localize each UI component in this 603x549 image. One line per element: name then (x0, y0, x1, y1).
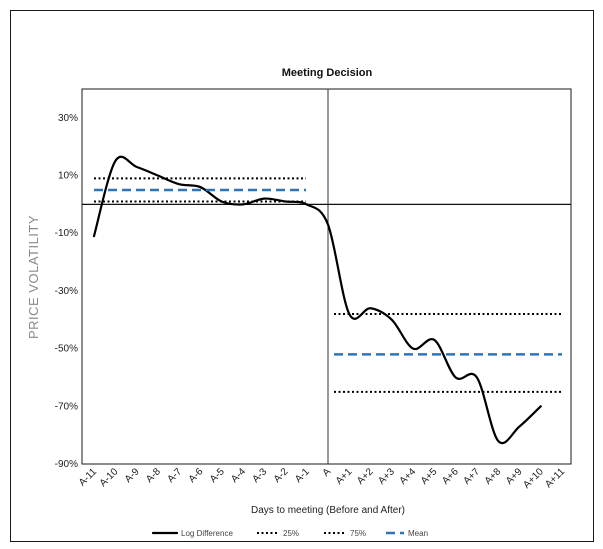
x-tick-label: A+11 (543, 466, 567, 490)
x-tick-label: A+3 (376, 466, 397, 487)
x-tick-label: A-7 (165, 466, 184, 485)
x-tick-label: A-6 (187, 466, 206, 485)
y-axis-ticks: 30% 10% -10% -30% -50% -70% -90% (55, 113, 78, 470)
y-tick-label: -50% (55, 344, 78, 355)
x-tick-label: A-10 (98, 466, 121, 489)
legend: Log Difference 25% 75% Mean (151, 529, 428, 538)
x-tick-label: A (321, 466, 334, 479)
x-tick-label: A-2 (272, 466, 291, 485)
x-tick-label: A+2 (355, 466, 376, 487)
x-tick-label: A-8 (144, 466, 163, 485)
x-tick-label: A+6 (440, 466, 461, 487)
x-tick-label: A-3 (251, 466, 270, 485)
y-tick-label: 30% (58, 113, 78, 124)
reference-lines (82, 89, 571, 464)
y-tick-label: -30% (55, 286, 78, 297)
x-tick-label: A-11 (77, 466, 99, 488)
chart-frame (10, 10, 594, 542)
x-tick-label: A+8 (483, 466, 504, 487)
y-tick-label: 10% (58, 171, 78, 182)
chart-title: Meeting Decision (282, 67, 373, 79)
x-axis-ticks: A-11A-10 A-9 A-8 A-7 A-6 A-5 A-4 A-3 A-2 A-1 A A+1 A… (77, 466, 568, 491)
x-tick-label: A+7 (461, 466, 482, 487)
series-line-log-difference (92, 155, 542, 445)
legend-label: Mean (408, 529, 428, 538)
x-tick-label: A-1 (293, 466, 312, 485)
x-axis-label: Days to meeting (Before and After) (251, 505, 405, 516)
y-tick-label: -90% (55, 459, 78, 470)
x-tick-label: A-9 (123, 466, 142, 485)
x-tick-label: A+5 (419, 466, 440, 487)
legend-label: 75% (350, 529, 366, 538)
x-tick-label: A+1 (334, 466, 355, 487)
y-tick-label: -10% (55, 228, 78, 239)
plot-area (81, 88, 572, 465)
y-axis-label: PRICE VOLATILITY (26, 215, 41, 339)
legend-item: 75% (324, 529, 366, 538)
legend-label: 25% (283, 529, 299, 538)
legend-label: Log Difference (181, 529, 233, 538)
series-layer (92, 155, 562, 445)
x-tick-label: A+4 (398, 466, 419, 487)
legend-item: Log Difference (151, 529, 233, 538)
legend-item: Mean (386, 529, 428, 538)
legend-item: 25% (257, 529, 299, 538)
x-tick-label: A+10 (521, 466, 546, 491)
y-tick-label: -70% (55, 401, 78, 412)
x-tick-label: A-5 (208, 466, 227, 485)
x-tick-label: A-4 (229, 466, 248, 485)
